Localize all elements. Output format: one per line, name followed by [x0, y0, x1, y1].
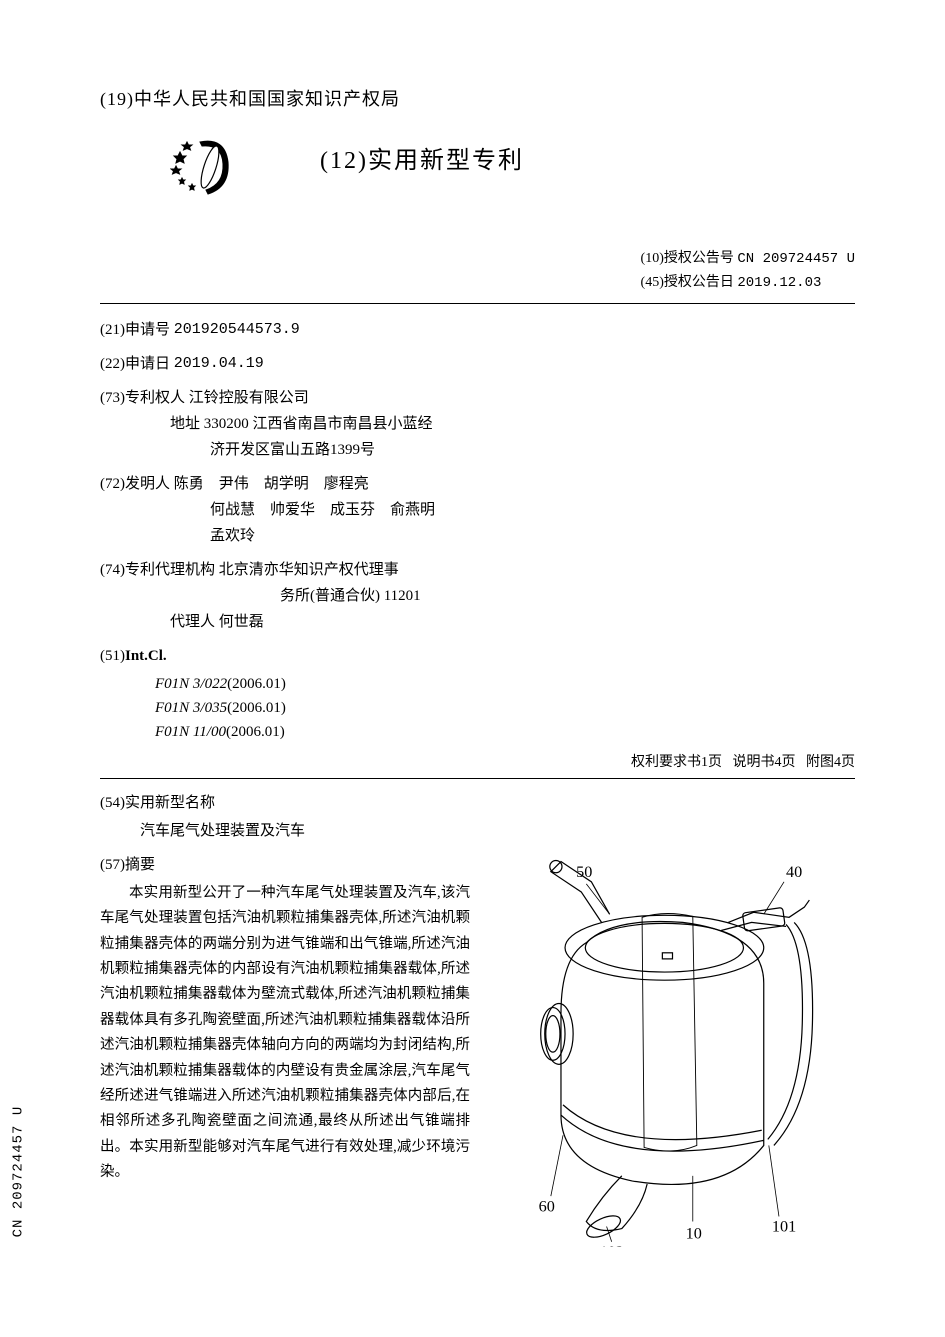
- ipc3-ver: (2006.01): [226, 724, 285, 740]
- address-line1: 330200 江西省南昌市南昌县小蓝经: [204, 412, 433, 436]
- authority-name: 中华人民共和国国家知识产权局: [134, 89, 400, 109]
- claims-label: 权利要求书: [631, 755, 701, 770]
- doc-type: (12)实用新型专利: [320, 142, 524, 180]
- claims-pages: 1页: [701, 755, 722, 770]
- publication-info: (10)授权公告号 CN 209724457 U (45)授权公告日 2019.…: [641, 248, 855, 297]
- pub-no-value: CN 209724457 U: [737, 251, 855, 267]
- pub-no-label: 授权公告号: [664, 251, 734, 266]
- figs-label: 附图: [806, 755, 834, 770]
- abstract-label: 摘要: [125, 857, 155, 873]
- address-line2: 济开发区富山五路1399号: [210, 438, 375, 462]
- agency-line1: 北京清亦华知识产权代理事: [219, 558, 399, 582]
- doc-type-name: 实用新型专利: [368, 148, 524, 174]
- figure-ref-10: 10: [686, 1225, 702, 1243]
- figure-ref-102: 102: [600, 1243, 624, 1247]
- authority-line: (19)中华人民共和国国家知识产权局: [100, 85, 855, 114]
- ipc3: F01N 11/00: [155, 724, 226, 740]
- ipc-entry: F01N 11/00(2006.01): [100, 720, 855, 744]
- title-abstract-column: (54)实用新型名称 汽车尾气处理装置及汽车 (57)摘要 本实用新型公开了一种…: [100, 791, 470, 1255]
- inventors-code: (72): [100, 472, 125, 496]
- patent-figure: 50 40 60 102 10 101: [490, 821, 855, 1247]
- patentee-code: (73): [100, 386, 125, 410]
- divider-mid: [100, 778, 855, 779]
- figure-ref-101: 101: [772, 1218, 796, 1236]
- pub-no-code: (10): [641, 251, 664, 266]
- agent-value: 何世磊: [219, 610, 264, 634]
- figure-ref-50: 50: [576, 863, 592, 881]
- ipc1: F01N 3/022: [155, 676, 227, 692]
- ipc-label: Int.Cl.: [125, 644, 167, 668]
- title-section-label: (54)实用新型名称: [100, 791, 470, 815]
- invention-title: 汽车尾气处理装置及汽车: [100, 819, 470, 843]
- inventors-line3: 孟欢玲: [210, 524, 255, 548]
- agency-code: (74): [100, 558, 125, 582]
- pub-date-code: (45): [641, 275, 664, 290]
- patentee-label: 专利权人: [125, 386, 185, 410]
- pub-date-label: 授权公告日: [664, 275, 734, 290]
- figs-pages: 4页: [834, 755, 855, 770]
- bibliographic-data: (21)申请号 201920544573.9 (22)申请日 2019.04.1…: [100, 318, 855, 744]
- app-date-value: 2019.04.19: [174, 352, 264, 376]
- inventors-line2: 何战慧 帅爱华 成玉芬 俞燕明: [210, 498, 435, 522]
- app-no-code: (21): [100, 318, 125, 342]
- ipc2: F01N 3/035: [155, 700, 227, 716]
- address-label: 地址: [170, 412, 200, 436]
- app-no-label: 申请号: [125, 318, 170, 342]
- abstract-code: (57): [100, 857, 125, 873]
- app-date-code: (22): [100, 352, 125, 376]
- patentee-value: 江铃控股有限公司: [189, 386, 309, 410]
- title-label: 实用新型名称: [125, 795, 215, 811]
- agency-label: 专利代理机构: [125, 558, 215, 582]
- figure-column: 50 40 60 102 10 101: [490, 791, 855, 1255]
- spec-label: 说明书: [733, 755, 775, 770]
- agent-label: 代理人: [170, 610, 215, 634]
- ipc2-ver: (2006.01): [227, 700, 286, 716]
- spine-pub-number: CN 209724457 U: [8, 1105, 30, 1237]
- authority-code: (19): [100, 89, 134, 109]
- app-date-label: 申请日: [125, 352, 170, 376]
- ipc1-ver: (2006.01): [227, 676, 286, 692]
- agency-line2: 务所(普通合伙) 11201: [280, 584, 421, 608]
- app-no-value: 201920544573.9: [174, 318, 300, 342]
- title-code: (54): [100, 795, 125, 811]
- cnipa-logo: [170, 132, 260, 210]
- header-row: (12)实用新型专利: [100, 132, 855, 210]
- abstract-text: 本实用新型公开了一种汽车尾气处理装置及汽车,该汽车尾气处理装置包括汽油机颗粒捕集…: [100, 881, 470, 1186]
- ipc-code: (51): [100, 644, 125, 668]
- inventors-line1: 陈勇 尹伟 胡学明 廖程亮: [174, 472, 369, 496]
- abstract-section-label: (57)摘要: [100, 853, 470, 877]
- figure-ref-60: 60: [539, 1197, 555, 1215]
- pub-date-value: 2019.12.03: [737, 275, 821, 291]
- lower-section: (54)实用新型名称 汽车尾气处理装置及汽车 (57)摘要 本实用新型公开了一种…: [100, 791, 855, 1255]
- doc-type-code: (12): [320, 148, 368, 174]
- page-counts: 权利要求书1页 说明书4页 附图4页: [100, 752, 855, 774]
- divider-top: [100, 303, 855, 304]
- ipc-entry: F01N 3/022(2006.01): [100, 672, 855, 696]
- figure-ref-40: 40: [786, 863, 802, 881]
- inventors-label: 发明人: [125, 472, 170, 496]
- spec-pages: 4页: [775, 755, 796, 770]
- ipc-entry: F01N 3/035(2006.01): [100, 696, 855, 720]
